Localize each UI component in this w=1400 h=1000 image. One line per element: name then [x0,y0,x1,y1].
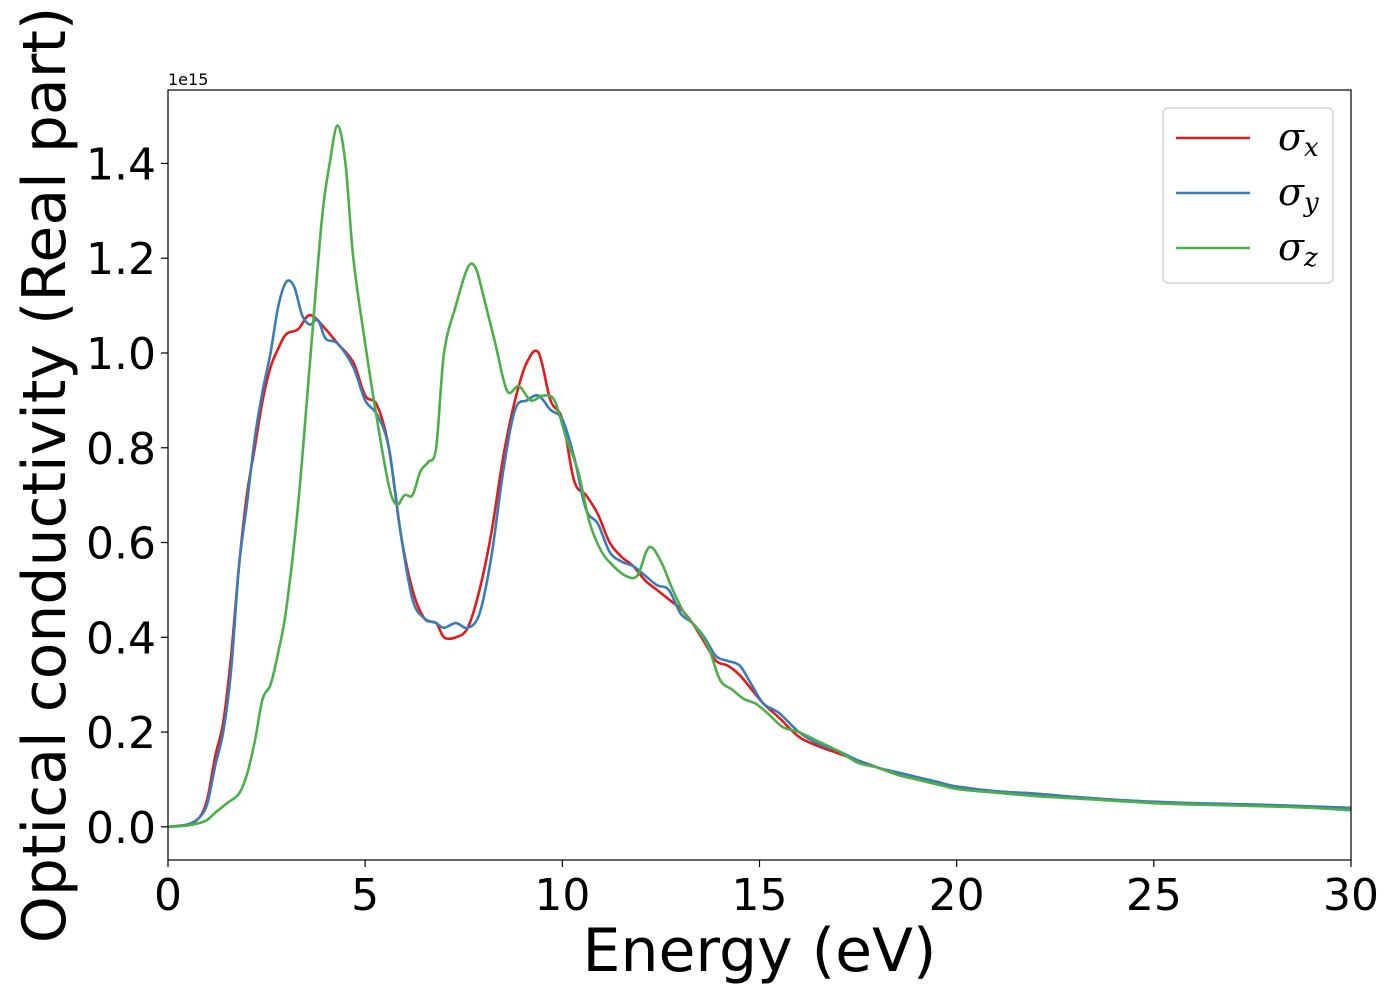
y-tick-label: 0.4 [86,613,156,664]
x-tick-label: 5 [351,870,379,921]
series-line-z [168,124,1351,829]
series-line-y [168,279,1351,829]
x-tick-label: 25 [1126,870,1182,921]
y-tick-label: 1.2 [86,234,156,285]
y-axis-title: Optical conductivity (Real part) [10,7,80,944]
y-tick-label: 0.2 [86,708,156,759]
y-scale-exponent-label: 1e15 [168,70,208,89]
y-tick-label: 0.8 [86,424,156,475]
x-tick-label: 15 [732,870,788,921]
series-layer [168,124,1351,829]
y-tick-label: 1.0 [86,329,156,380]
x-axis-title: Energy (eV) [583,916,937,986]
x-axis: 0 5 10 15 20 25 30 [154,860,1379,921]
x-tick-label: 30 [1323,870,1379,921]
x-tick-label: 20 [929,870,985,921]
x-tick-label: 10 [534,870,590,921]
legend-box [1162,107,1334,284]
y-axis: 0.0 0.2 0.4 0.6 0.8 1.0 1.2 1.4 [86,139,168,854]
x-tick-label: 0 [154,870,182,921]
y-tick-label: 0.0 [86,803,156,854]
y-tick-label: 0.6 [86,519,156,570]
y-tick-label: 1.4 [86,139,156,190]
